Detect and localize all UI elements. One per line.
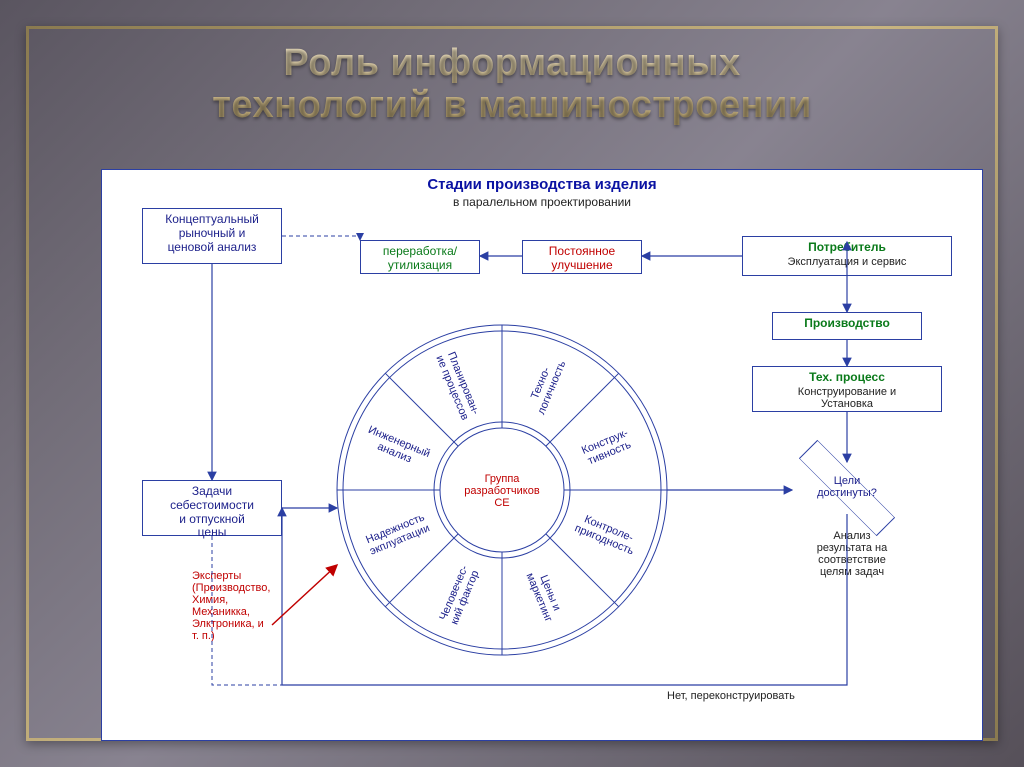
- diagram-svg: Техно-логичностьКонструк-тивностьКонтрол…: [102, 170, 982, 740]
- svg-text:СЕ: СЕ: [494, 497, 509, 509]
- slide: Роль информационныхтехнологий в машиност…: [0, 0, 1024, 767]
- svg-text:разработчиков: разработчиков: [464, 485, 540, 497]
- wheel-group: Техно-логичностьКонструк-тивностьКонтрол…: [337, 325, 667, 655]
- slide-frame: Роль информационныхтехнологий в машиност…: [26, 26, 998, 741]
- svg-text:Группа: Группа: [485, 473, 521, 485]
- arrows-group: [212, 236, 847, 685]
- diagram-panel: Стадии производства изделия в паралельно…: [101, 169, 983, 741]
- slide-title: Роль информационныхтехнологий в машиност…: [29, 29, 995, 137]
